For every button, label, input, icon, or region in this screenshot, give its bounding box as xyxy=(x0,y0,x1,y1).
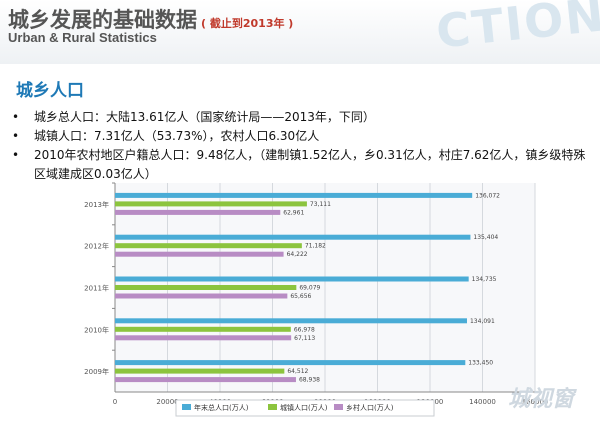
legend-swatch xyxy=(334,404,343,410)
y-tick-label: 2011年 xyxy=(84,284,109,293)
legend-label: 乡村人口(万人) xyxy=(346,403,394,412)
data-label: 134,735 xyxy=(472,276,497,283)
bullet-list: 城乡总人口：大陆13.61亿人（国家统计局——2013年，下同） 城镇人口：7.… xyxy=(8,108,588,184)
bar xyxy=(115,192,473,198)
bar xyxy=(115,209,281,215)
bar xyxy=(115,377,296,383)
page-title-text: 城乡发展的基础数据 xyxy=(8,8,197,32)
page-title: 城乡发展的基础数据 ( 截止到2013年 ) xyxy=(8,4,293,34)
y-tick-label: 2012年 xyxy=(84,242,109,251)
legend-swatch xyxy=(268,404,277,410)
y-tick-label: 2009年 xyxy=(84,367,109,376)
title-note: ( 截止到2013年 ) xyxy=(201,17,294,30)
bullet-urban-population: 城镇人口：7.31亿人（53.73%），农村人口6.30亿人 xyxy=(8,127,588,146)
bar xyxy=(115,293,288,299)
header-bar: 城乡发展的基础数据 ( 截止到2013年 ) Urban & Rural Stat… xyxy=(0,0,600,64)
bullet-rural-registered: 2010年农村地区户籍总人口：9.48亿人，（建制镇1.52亿人，乡0.31亿人… xyxy=(8,146,588,184)
data-label: 134,091 xyxy=(470,318,495,325)
data-label: 65,656 xyxy=(290,293,311,300)
x-tick-label: 0 xyxy=(113,398,117,406)
x-tick-label: 140000 xyxy=(469,398,496,406)
legend-box xyxy=(175,399,435,417)
data-label: 73,111 xyxy=(310,201,331,208)
x-tick-label: 20000 xyxy=(156,398,178,406)
y-tick-label: 2010年 xyxy=(84,325,109,334)
legend-label: 城镇人口(万人) xyxy=(280,403,328,412)
data-label: 66,978 xyxy=(294,326,315,333)
data-label: 136,072 xyxy=(475,192,500,199)
bullet-total-population: 城乡总人口：大陆13.61亿人（国家统计局——2013年，下同） xyxy=(8,108,588,127)
watermark-bottom: 城视窗 xyxy=(507,387,574,412)
bar xyxy=(115,201,307,207)
legend-label: 年末总人口(万人) xyxy=(194,403,249,412)
bar xyxy=(115,276,469,282)
y-tick-label: 2013年 xyxy=(84,200,109,209)
bar xyxy=(115,318,467,324)
bar xyxy=(115,243,302,249)
data-label: 68,938 xyxy=(299,377,320,384)
bar xyxy=(115,360,466,366)
bar xyxy=(115,326,291,332)
section-heading: 城乡人口 xyxy=(16,81,84,101)
data-label: 67,113 xyxy=(294,335,315,342)
page-subtitle: Urban & Rural Statistics xyxy=(8,30,157,45)
bar xyxy=(115,368,285,374)
data-label: 69,079 xyxy=(299,285,320,292)
legend-swatch xyxy=(182,404,191,410)
data-label: 62,961 xyxy=(283,209,304,216)
bar xyxy=(115,285,297,290)
data-label: 71,182 xyxy=(305,243,326,250)
bar xyxy=(115,335,292,341)
bar xyxy=(115,251,284,257)
data-label: 133,450 xyxy=(468,360,493,367)
data-label: 64,222 xyxy=(287,251,308,258)
bar xyxy=(115,234,471,240)
x-tick-label: 160000 xyxy=(522,398,549,406)
data-label: 135,404 xyxy=(473,234,498,241)
data-label: 64,512 xyxy=(287,368,308,375)
